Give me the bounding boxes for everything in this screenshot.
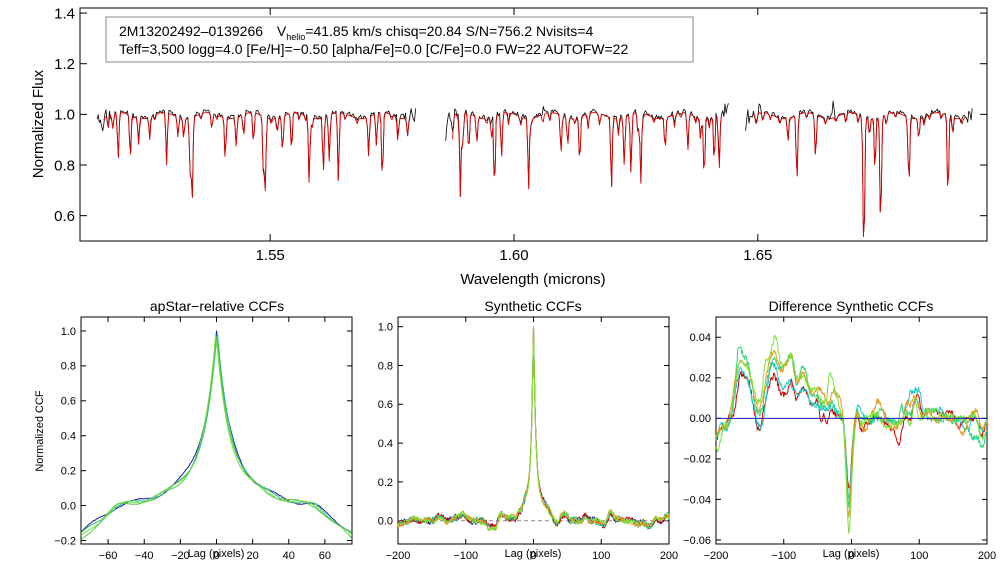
synthetic-ccf-x-axis-label: Lag (pixels) [505, 548, 562, 560]
apstar-ccf-visit-4-line [80, 337, 353, 540]
apstar-ccf-panel: apStar−relative CCFs −60 −40 −20 0 20 40 60 −0.… [34, 298, 353, 562]
apstar-ccf-series [80, 330, 353, 540]
difference-ccf-y-tick-label: 0.00 [690, 413, 711, 425]
object-name: 2M13202492–0139266 [119, 23, 263, 39]
difference-ccf-plot-frame [715, 316, 988, 545]
spectrum-observed-line [445, 103, 729, 197]
synthetic-ccf-title: Synthetic CCFs [484, 298, 581, 314]
synthetic-ccf-x-tick-label: 100 [592, 550, 610, 562]
apstar-ccf-plot-frame [80, 316, 353, 545]
spectrum-x-tick-label: 1.60 [499, 247, 528, 264]
synthetic-ccf-syn-5-line [397, 326, 670, 531]
difference-ccf-series [715, 334, 988, 535]
spectrum-title-box-border [105, 16, 694, 63]
spectrum-synthetic-line [452, 112, 723, 197]
v-helio-subscript: helio [286, 32, 305, 42]
apstar-ccf-x-tick-label: 20 [247, 550, 259, 562]
synthetic-ccf-series [397, 326, 670, 532]
synthetic-ccf-y-tick-label: 0.0 [378, 516, 393, 528]
spectrum-y-tick-label: 0.8 [54, 157, 75, 174]
spectrum-y-tick-label: 0.6 [54, 208, 75, 225]
difference-ccf-x-tick-label: 100 [910, 550, 928, 562]
synthetic-ccf-x-tick-label: −100 [453, 550, 478, 562]
difference-ccf-y-tick-label: −0.04 [683, 494, 711, 506]
difference-ccf-y-tick-label: 0.04 [690, 332, 711, 344]
difference-ccf-y-tick-label: −0.06 [683, 535, 711, 547]
synthetic-ccf-x-tick-label: −200 [386, 550, 411, 562]
spectrum-title-line-1: 2M13202492–0139266 Vhelio=41.85 km/s chi… [119, 23, 593, 42]
apstar-ccf-y-tick-label: 0.6 [61, 396, 76, 408]
difference-ccf-y-tick-label: 0.02 [690, 373, 711, 385]
spectrum-y-tick-label: 1.2 [54, 56, 75, 73]
spectrum-x-tick-label: 1.65 [743, 247, 772, 264]
difference-ccf-x-tick-label: −200 [704, 550, 729, 562]
apstar-ccf-x-tick-label: 40 [283, 550, 295, 562]
spectrum-y-tick-label: 1.0 [54, 107, 75, 124]
spectrum-synthetic-line [752, 112, 966, 237]
synthetic-ccf-x-tick-label: 0 [530, 550, 536, 562]
spectrum-panel: 2M13202492–0139266 Vhelio=41.85 km/s chi… [30, 5, 988, 288]
synthetic-ccf-axes: −200 −100 0 100 200 0.0 0.2 0.4 0.6 0.8 1.0 [378, 317, 678, 562]
spectrum-y-axis-label: Normalized Flux [30, 69, 47, 178]
apstar-ccf-axes: −60 −40 −20 0 20 40 60 −0.2 0.0 0.2 0.4 0.6 0.8 1.0 [54, 317, 352, 562]
apstar-ccf-y-axis-label: Normalized CCF [34, 390, 46, 472]
spectrum-series [96, 100, 973, 237]
spectrum-synthetic-line [103, 112, 411, 198]
spectrum-x-tick-label: 1.55 [256, 247, 285, 264]
v-helio-label: V [277, 23, 287, 39]
difference-ccf-y-tick-label: −0.02 [683, 454, 711, 466]
apstar-ccf-title: apStar−relative CCFs [150, 298, 284, 314]
spectrum-title-line-2: Teff=3,500 logg=4.0 [Fe/H]=−0.50 [alpha/… [119, 41, 628, 57]
apstar-ccf-y-tick-label: 0.8 [61, 361, 76, 373]
difference-ccf-axes: −200 −100 0 100 200 −0.06 −0.04 −0.02 0.00 0.02 0.… [683, 317, 996, 562]
synthetic-ccf-y-tick-label: 1.0 [378, 322, 393, 334]
apstar-ccf-x-tick-label: 0 [213, 550, 219, 562]
apstar-ccf-x-tick-label: 60 [319, 550, 331, 562]
synthetic-ccf-y-tick-label: 0.8 [378, 360, 393, 372]
spectrum-observed-line [745, 100, 973, 237]
difference-ccf-title: Difference Synthetic CCFs [769, 298, 934, 314]
synthetic-ccf-x-tick-label: 200 [660, 550, 678, 562]
spectrum-title-box: 2M13202492–0139266 Vhelio=41.85 km/s chi… [105, 16, 694, 63]
spectrum-plot-frame [79, 7, 988, 242]
spectrum-axes: 1.55 1.60 1.65 0.6 0.8 1.0 1.2 1.4 [54, 5, 987, 264]
synthetic-ccf-y-tick-label: 0.2 [378, 477, 393, 489]
difference-ccf-x-axis-label: Lag (pixels) [823, 548, 880, 560]
apstar-ccf-x-axis-label: Lag (pixels) [188, 548, 245, 560]
apstar-ccf-x-tick-label: −60 [99, 550, 118, 562]
spectrum-x-axis-label: Wavelength (microns) [460, 271, 605, 288]
difference-ccf-diff-4-line [715, 349, 988, 518]
apstar-ccf-y-tick-label: 0.0 [61, 500, 76, 512]
difference-ccf-x-tick-label: −100 [771, 550, 796, 562]
apstar-ccf-x-tick-label: −20 [171, 550, 190, 562]
spectrum-title-stats: =41.85 km/s chisq=20.84 S/N=756.2 Nvisit… [305, 23, 593, 39]
synthetic-ccf-y-tick-label: 0.6 [378, 399, 393, 411]
difference-ccf-x-tick-label: 0 [848, 550, 854, 562]
apstar-ccf-y-tick-label: 0.4 [61, 431, 76, 443]
synthetic-ccf-y-tick-label: 0.4 [378, 438, 393, 450]
apstar-ccf-x-tick-label: −40 [135, 550, 154, 562]
difference-ccf-x-tick-label: 200 [978, 550, 996, 562]
apstar-ccf-y-tick-label: 0.2 [61, 466, 76, 478]
apstar-ccf-y-tick-label: −0.2 [54, 535, 76, 547]
spectrum-observed-line [96, 108, 416, 198]
spectrum-y-tick-label: 1.4 [54, 5, 75, 22]
apstar-ccf-y-tick-label: 1.0 [61, 326, 76, 338]
difference-ccf-panel: Difference Synthetic CCFs −200 −100 0 100 20… [683, 298, 996, 562]
synthetic-ccf-panel: Synthetic CCFs −200 −100 0 100 200 0.0 0.2 0.4 0… [378, 298, 678, 562]
difference-ccf-diff-5-line [715, 334, 988, 535]
